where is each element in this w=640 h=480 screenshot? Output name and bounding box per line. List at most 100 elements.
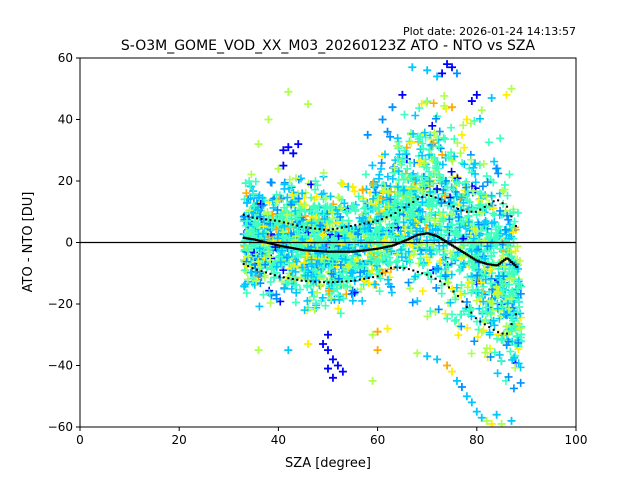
scatter-point [481,316,490,325]
scatter-point [374,228,383,237]
scatter-point [242,217,251,226]
outlier-point [254,346,263,355]
scatter-point [326,293,335,302]
series-point [305,226,308,229]
series-point [439,280,442,283]
scatter-point [493,369,502,378]
scatter-point [374,196,383,205]
scatter-point [405,255,414,264]
scatter-point [504,372,513,381]
series-point [403,267,406,270]
scatter-point [399,186,408,195]
scatter-point [354,230,363,239]
series-point [403,206,406,209]
scatter-point [408,298,417,307]
outlier-point [383,324,392,333]
scatter-point [494,169,503,178]
outlier-point [328,373,337,382]
x-axis-label: SZA [degree] [285,456,371,471]
scatter-point [469,205,478,214]
scatter-point [242,189,251,198]
series-point [466,254,470,257]
scatter-point [471,178,480,187]
scatter-point [478,291,487,300]
scatter-point [407,138,416,147]
series-point [454,246,458,249]
scatter-point [446,298,455,307]
series-point [407,203,410,206]
scatter-point [425,145,434,154]
series-point [282,245,286,248]
scatter-point [457,206,466,215]
scatter-point [267,178,276,187]
outlier-point [284,143,293,152]
series-point [367,221,370,224]
scatter-point [301,211,310,220]
scatter-point [250,280,259,289]
series-point [503,258,507,261]
scatter-point [294,194,303,203]
outlier-point [433,72,442,81]
scatter-point [381,268,390,277]
scatter-point [336,309,345,318]
series-point [309,280,312,283]
scatter-point [504,239,513,248]
outlier-point [294,140,303,149]
scatter-point [351,245,360,254]
scatter-point [492,233,501,242]
scatter-point [308,254,317,263]
outlier-point [467,398,476,407]
series-point [482,261,486,264]
scatter-point [508,304,517,313]
scatter-point [514,338,523,347]
series-point [465,210,468,213]
scatter-point [302,232,311,241]
outlier-point [363,130,372,139]
scatter-point [436,257,445,266]
scatter-point [486,352,495,361]
scatter-point [345,261,354,270]
series-point [378,247,382,250]
series-point [465,306,468,309]
scatter-point [483,242,492,251]
series-point [358,278,361,281]
series-point [461,209,464,212]
scatter-point [435,176,444,185]
outlier-point [433,355,442,364]
series-point [246,237,250,240]
scatter-point [469,262,478,271]
scatter-point [386,265,395,274]
scatter-point [334,193,343,202]
scatter-point [430,153,439,162]
series-point [394,211,397,214]
scatter-point [443,183,452,192]
scatter-point [486,265,495,274]
scatter-point [507,326,516,335]
scatter-point [507,252,516,261]
scatter-point [436,210,445,219]
outlier-point [462,392,471,401]
series-point [362,249,366,252]
outlier-point [502,90,511,99]
scatter-point [466,119,475,128]
outlier-point [284,346,293,355]
series-point [480,261,484,264]
scatter-point [452,315,461,324]
scatter-point [393,192,402,201]
scatter-point [342,249,351,258]
scatter-point [443,314,452,323]
scatter-point [448,254,457,263]
scatter-point [369,194,378,203]
scatter-point [254,219,263,228]
scatter-point [430,128,439,137]
scatter-point [418,139,427,148]
series-point [318,280,321,283]
scatter-point [244,252,253,261]
outlier-point [383,127,392,136]
scatter-point [504,337,513,346]
scatter-point [261,260,270,269]
scatter-point [455,223,464,232]
scatter-point [418,198,427,207]
scatter-point [474,251,483,260]
series-point [423,232,427,235]
